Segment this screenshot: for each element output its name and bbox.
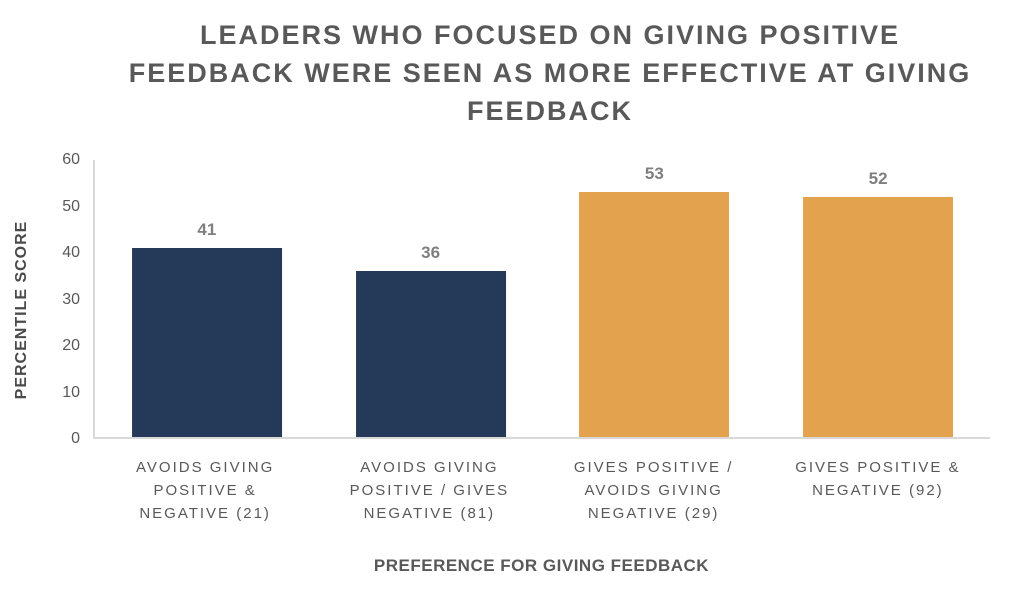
bar	[355, 270, 506, 437]
bar-value-label: 52	[868, 168, 888, 188]
y-tick-label: 20	[62, 337, 80, 354]
bar-slot: 41	[95, 160, 319, 437]
bar	[579, 192, 730, 437]
y-tick-label: 60	[62, 151, 80, 168]
x-axis-categories: AVOIDS GIVING POSITIVE & NEGATIVE (21) AV…	[93, 456, 990, 525]
bar-slot: 52	[766, 160, 990, 437]
bar-slot: 53	[543, 160, 767, 437]
bar-slot: 36	[319, 160, 543, 437]
bar	[131, 247, 282, 437]
y-tick-label: 30	[62, 290, 80, 308]
y-axis-ticks: 0 10 20 30 40 50 60	[0, 151, 80, 447]
x-axis-title: PREFERENCE FOR GIVING FEEDBACK	[373, 556, 710, 575]
bar	[803, 196, 954, 437]
bar-value-label: 36	[421, 242, 441, 262]
bar-value-label: 53	[644, 164, 664, 184]
bar-value-label: 41	[197, 219, 217, 239]
y-tick-label: 50	[62, 197, 80, 215]
x-category-label: AVOIDS GIVING POSITIVE & NEGATIVE (21)	[136, 459, 275, 522]
y-tick-label: 40	[62, 244, 80, 261]
plot-area: 41 36 53 52	[93, 160, 990, 439]
x-category-label: AVOIDS GIVING POSITIVE / GIVES NEGATIVE …	[349, 459, 510, 522]
y-tick-label: 0	[71, 430, 80, 447]
x-category-label: GIVES POSITIVE & NEGATIVE (92)	[795, 459, 961, 499]
y-tick-label: 10	[62, 383, 80, 401]
chart-title: LEADERS WHO FOCUSED ON GIVING POSITIVE F…	[128, 20, 972, 126]
x-category-label: GIVES POSITIVE / AVOIDS GIVING NEGATIVE …	[573, 459, 734, 522]
